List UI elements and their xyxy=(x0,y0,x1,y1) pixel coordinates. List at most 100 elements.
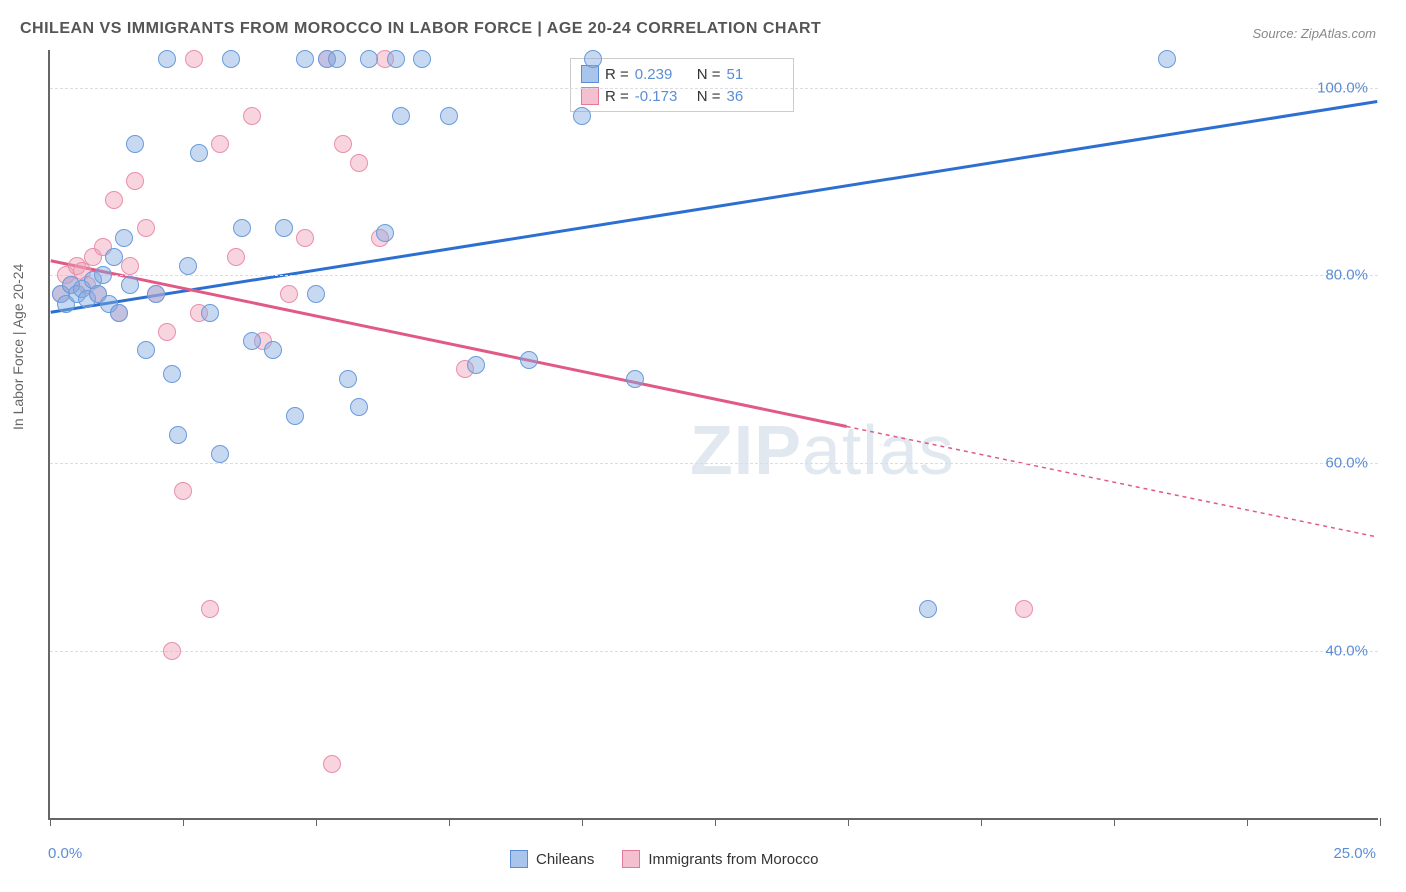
source-attribution: Source: ZipAtlas.com xyxy=(1252,26,1376,41)
gridline xyxy=(50,463,1378,464)
data-point xyxy=(158,323,176,341)
data-point xyxy=(163,642,181,660)
data-point xyxy=(919,600,937,618)
x-tick xyxy=(316,818,317,826)
data-point xyxy=(211,445,229,463)
plot-area: ZIPatlas R =0.239N =51R =-0.173N =36 40.… xyxy=(48,50,1378,820)
data-point xyxy=(243,332,261,350)
x-tick xyxy=(1380,818,1381,826)
data-point xyxy=(413,50,431,68)
data-point xyxy=(275,219,293,237)
data-point xyxy=(307,285,325,303)
data-point xyxy=(387,50,405,68)
chart-title: CHILEAN VS IMMIGRANTS FROM MOROCCO IN LA… xyxy=(20,20,821,38)
data-point xyxy=(350,154,368,172)
x-tick xyxy=(1114,818,1115,826)
data-point xyxy=(222,50,240,68)
x-axis-max-label: 25.0% xyxy=(1333,845,1376,862)
data-point xyxy=(323,755,341,773)
stats-legend-row: R =0.239N =51 xyxy=(581,63,783,85)
trend-line-extrapolated xyxy=(847,427,1378,538)
stat-n-value: 36 xyxy=(727,88,783,105)
y-tick-label: 60.0% xyxy=(1325,455,1368,472)
data-point xyxy=(350,398,368,416)
data-point xyxy=(376,224,394,242)
data-point xyxy=(174,482,192,500)
y-axis-label: In Labor Force | Age 20-24 xyxy=(10,264,26,430)
watermark: ZIPatlas xyxy=(690,410,955,490)
data-point xyxy=(105,191,123,209)
data-point xyxy=(264,341,282,359)
data-point xyxy=(190,144,208,162)
data-point xyxy=(211,135,229,153)
data-point xyxy=(334,135,352,153)
x-tick xyxy=(183,818,184,826)
stat-r-value: -0.173 xyxy=(635,88,691,105)
data-point xyxy=(280,285,298,303)
stat-r-label: R = xyxy=(605,88,629,105)
data-point xyxy=(296,229,314,247)
x-tick xyxy=(1247,818,1248,826)
data-point xyxy=(520,351,538,369)
data-point xyxy=(94,266,112,284)
data-point xyxy=(573,107,591,125)
legend-item: Chileans xyxy=(510,850,594,868)
x-tick xyxy=(582,818,583,826)
data-point xyxy=(105,248,123,266)
trend-lines-layer xyxy=(50,50,1378,818)
stat-r-label: R = xyxy=(605,66,629,83)
trend-line xyxy=(51,102,1378,313)
y-tick-label: 40.0% xyxy=(1325,642,1368,659)
x-tick xyxy=(715,818,716,826)
stats-legend: R =0.239N =51R =-0.173N =36 xyxy=(570,58,794,112)
data-point xyxy=(158,50,176,68)
trend-line xyxy=(51,261,847,427)
legend-swatch xyxy=(622,850,640,868)
legend-label: Chileans xyxy=(536,851,594,868)
stat-r-value: 0.239 xyxy=(635,66,691,83)
data-point xyxy=(163,365,181,383)
data-point xyxy=(243,107,261,125)
gridline xyxy=(50,275,1378,276)
data-point xyxy=(233,219,251,237)
data-point xyxy=(169,426,187,444)
data-point xyxy=(440,107,458,125)
data-point xyxy=(137,219,155,237)
data-point xyxy=(126,172,144,190)
data-point xyxy=(121,276,139,294)
gridline xyxy=(50,651,1378,652)
series-legend: Chileans Immigrants from Morocco xyxy=(510,850,818,868)
stat-n-value: 51 xyxy=(727,66,783,83)
data-point xyxy=(201,304,219,322)
legend-label: Immigrants from Morocco xyxy=(648,851,818,868)
data-point xyxy=(179,257,197,275)
y-tick-label: 100.0% xyxy=(1317,79,1368,96)
data-point xyxy=(626,370,644,388)
data-point xyxy=(467,356,485,374)
data-point xyxy=(110,304,128,322)
data-point xyxy=(227,248,245,266)
data-point xyxy=(126,135,144,153)
data-point xyxy=(392,107,410,125)
x-tick xyxy=(449,818,450,826)
data-point xyxy=(328,50,346,68)
y-tick-label: 80.0% xyxy=(1325,267,1368,284)
data-point xyxy=(339,370,357,388)
data-point xyxy=(360,50,378,68)
chart-container: CHILEAN VS IMMIGRANTS FROM MOROCCO IN LA… xyxy=(0,0,1406,892)
x-tick xyxy=(50,818,51,826)
data-point xyxy=(147,285,165,303)
data-point xyxy=(286,407,304,425)
data-point xyxy=(137,341,155,359)
legend-swatch xyxy=(510,850,528,868)
stat-n-label: N = xyxy=(697,88,721,105)
legend-item: Immigrants from Morocco xyxy=(622,850,818,868)
data-point xyxy=(584,50,602,68)
x-tick xyxy=(981,818,982,826)
x-tick xyxy=(848,818,849,826)
data-point xyxy=(1158,50,1176,68)
data-point xyxy=(296,50,314,68)
legend-swatch xyxy=(581,87,599,105)
data-point xyxy=(121,257,139,275)
data-point xyxy=(185,50,203,68)
